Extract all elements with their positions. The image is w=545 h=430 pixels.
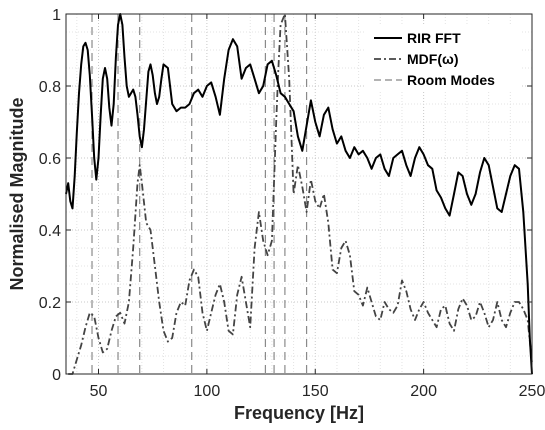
y-tick-label: 0.6 [39,151,61,168]
y-tick-label: 0.8 [39,79,61,96]
grid-lines [66,14,532,374]
legend-label-mdf: MDF(ω) [407,51,458,67]
legend-label-room-modes: Room Modes [407,72,495,88]
y-axis-label: Normalised Magnitude [7,97,27,290]
x-tick-label: 50 [90,383,108,400]
x-tick-label: 250 [519,383,545,400]
series-line-rir-fft [65,13,533,375]
y-tick-label: 0.2 [39,295,61,312]
x-tick-label: 100 [194,383,221,400]
legend: RIR FFT MDF(ω) Room Modes [366,26,522,90]
y-tick-label: 1 [52,7,61,24]
x-tick-label: 200 [410,383,437,400]
series-line-mdf [68,13,533,375]
series-layer [65,13,533,375]
x-axis-label: Frequency [Hz] [234,403,364,423]
y-tick-label: 0.4 [39,223,61,240]
axis-tick-labels: 50 100 150 200 250 0 0.2 0.4 0.6 0.8 1 [39,7,545,400]
axis-ticks [66,13,533,375]
legend-label-rir-fft: RIR FFT [407,30,461,46]
plot-frame [65,13,533,375]
x-tick-label: 150 [302,383,329,400]
y-tick-label: 0 [52,367,61,384]
